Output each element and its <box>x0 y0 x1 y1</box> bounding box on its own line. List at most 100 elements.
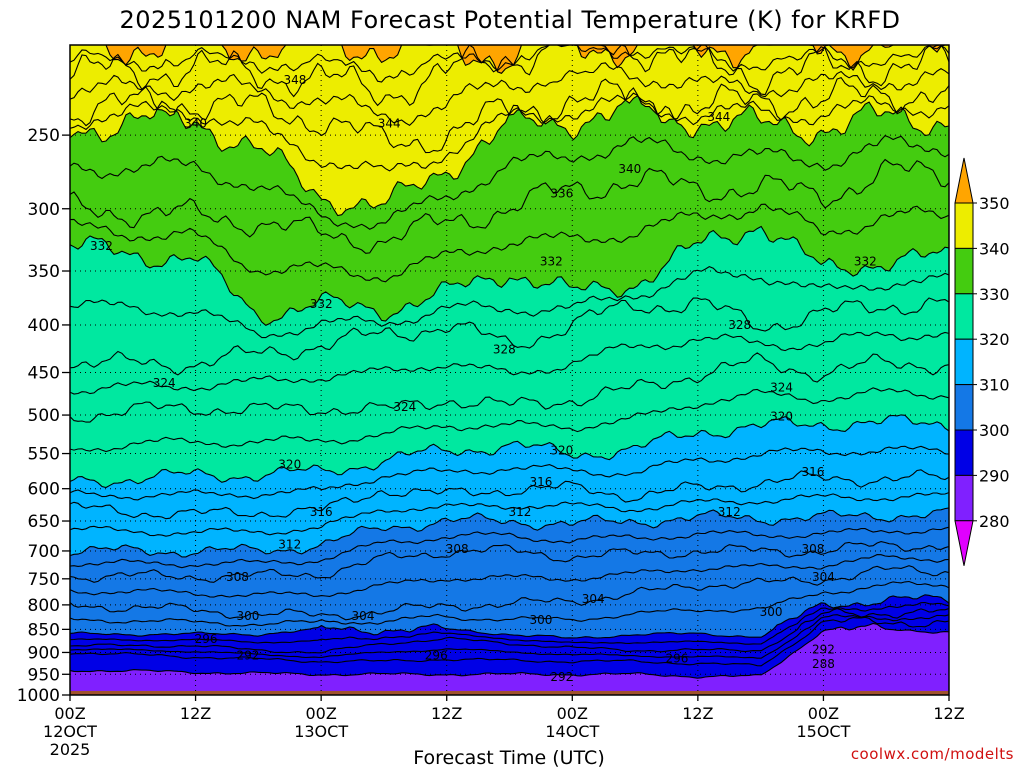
legend-swatch <box>954 429 974 476</box>
contour-label: 292 <box>550 670 573 684</box>
y-tick-label: 300 <box>28 200 60 220</box>
contour-label: 320 <box>770 410 793 424</box>
ground-layer <box>70 690 949 695</box>
y-axis-ticks: 250 300 350 400 450 500 550 600 650 700 750 800 850 9… <box>17 126 70 706</box>
y-tick-label: 1000 <box>17 686 60 706</box>
legend-label: 280 <box>979 512 1010 531</box>
contour-label: 312 <box>718 505 741 519</box>
y-tick-label: 350 <box>28 262 60 282</box>
isentrope-line <box>70 607 949 654</box>
legend-label: 330 <box>979 285 1010 304</box>
contour-label: 292 <box>812 643 835 657</box>
y-tick-label: 500 <box>28 406 60 426</box>
legend-swatch <box>954 202 974 249</box>
fill-band <box>70 45 949 106</box>
legend-swatch <box>954 338 974 386</box>
contour-label: 320 <box>278 457 301 471</box>
contour-label: 324 <box>153 376 176 390</box>
isentrope-line <box>70 297 949 376</box>
contour-label: 316 <box>310 505 333 519</box>
legend-label: 350 <box>979 194 1010 213</box>
legend-arrow-bottom <box>954 520 974 566</box>
filled-contours <box>70 45 949 695</box>
x-tick-label: 00Z <box>557 704 588 723</box>
contour-label: 308 <box>802 542 825 556</box>
x-tick-label: 12Z <box>180 704 211 723</box>
x-tick-date: 13OCT <box>294 722 348 741</box>
legend-swatch <box>954 474 974 522</box>
isentrope-line <box>70 580 949 627</box>
isentrope-line <box>70 45 949 74</box>
credit-text[interactable]: coolwx.com/modelts <box>851 745 1014 763</box>
isentrope-line <box>70 445 949 501</box>
isentrope-line <box>70 469 949 520</box>
isentrope-line <box>70 507 949 558</box>
x-tick-label: 00Z <box>808 704 839 723</box>
contour-label: 344 <box>378 117 401 131</box>
contour-label: 312 <box>509 505 532 519</box>
x-tick-label: 12Z <box>933 704 964 723</box>
y-tick-label: 950 <box>28 665 60 685</box>
y-tick-label: 400 <box>28 316 60 336</box>
contour-label: 300 <box>529 613 552 627</box>
contour-labels: 348 344 340 344 340 336 332 332 332 332 328 328 324 3… <box>90 73 877 684</box>
isentrope-line <box>70 554 949 598</box>
contour-label: 316 <box>529 475 552 489</box>
isentrope-line <box>70 414 949 489</box>
isentrope-line <box>70 601 949 645</box>
isentrope-line <box>70 158 949 254</box>
x-tick-label: 00Z <box>305 704 336 723</box>
contour-label: 324 <box>770 380 793 394</box>
isentrope-line <box>70 134 949 230</box>
y-tick-label: 550 <box>28 445 60 465</box>
contour-label: 332 <box>310 297 333 311</box>
isentrope-line <box>70 225 949 326</box>
legend-label: 320 <box>979 330 1010 349</box>
legend-label: 290 <box>979 466 1010 485</box>
x-tick-label: 12Z <box>682 704 713 723</box>
contour-label: 316 <box>802 465 825 479</box>
isentrope-line <box>70 541 949 583</box>
contour-label: 312 <box>278 538 301 552</box>
contour-label: 328 <box>728 318 751 332</box>
contour-label: 288 <box>812 657 835 671</box>
contour-label: 336 <box>550 187 573 201</box>
contour-label: 344 <box>707 110 730 124</box>
contour-label: 332 <box>854 255 877 269</box>
x-tick-year: 2025 <box>50 740 91 759</box>
contour-label: 300 <box>760 605 783 619</box>
legend-swatch <box>954 384 974 431</box>
contour-label: 296 <box>195 632 218 646</box>
contour-label: 300 <box>236 609 259 623</box>
x-tick-date: 15OCT <box>796 722 850 741</box>
isentrope-lines <box>70 45 949 679</box>
y-tick-label: 450 <box>28 364 60 384</box>
isentrope-line <box>70 616 949 667</box>
x-tick-date: 12OCT <box>43 722 97 741</box>
contour-label: 348 <box>284 73 307 87</box>
y-tick-label: 900 <box>28 643 60 663</box>
isentrope-line <box>70 331 949 395</box>
x-tick-label: 00Z <box>54 704 85 723</box>
isentrope-line <box>70 614 949 659</box>
contour-label: 308 <box>226 570 249 584</box>
y-tick-label: 850 <box>28 620 60 640</box>
contour-label: 320 <box>550 444 573 458</box>
isentrope-line <box>70 265 949 339</box>
contour-label: 328 <box>493 342 516 356</box>
contour-label: 340 <box>618 162 641 176</box>
x-tick-label: 12Z <box>431 704 462 723</box>
isentrope-line <box>70 62 949 126</box>
contour-label: 332 <box>540 255 563 269</box>
legend-label: 340 <box>979 239 1010 258</box>
contour-label: 304 <box>352 609 375 623</box>
y-tick-label: 700 <box>28 542 60 562</box>
contour-label: 292 <box>236 649 259 663</box>
legend-arrow-top <box>954 157 974 204</box>
contour-label: 304 <box>812 570 835 584</box>
contour-label: 332 <box>90 239 113 253</box>
y-tick-label: 600 <box>28 480 60 500</box>
y-tick-label: 250 <box>28 126 60 146</box>
color-legend: 350 340 330 320 310 300 290 280 <box>954 157 1010 566</box>
